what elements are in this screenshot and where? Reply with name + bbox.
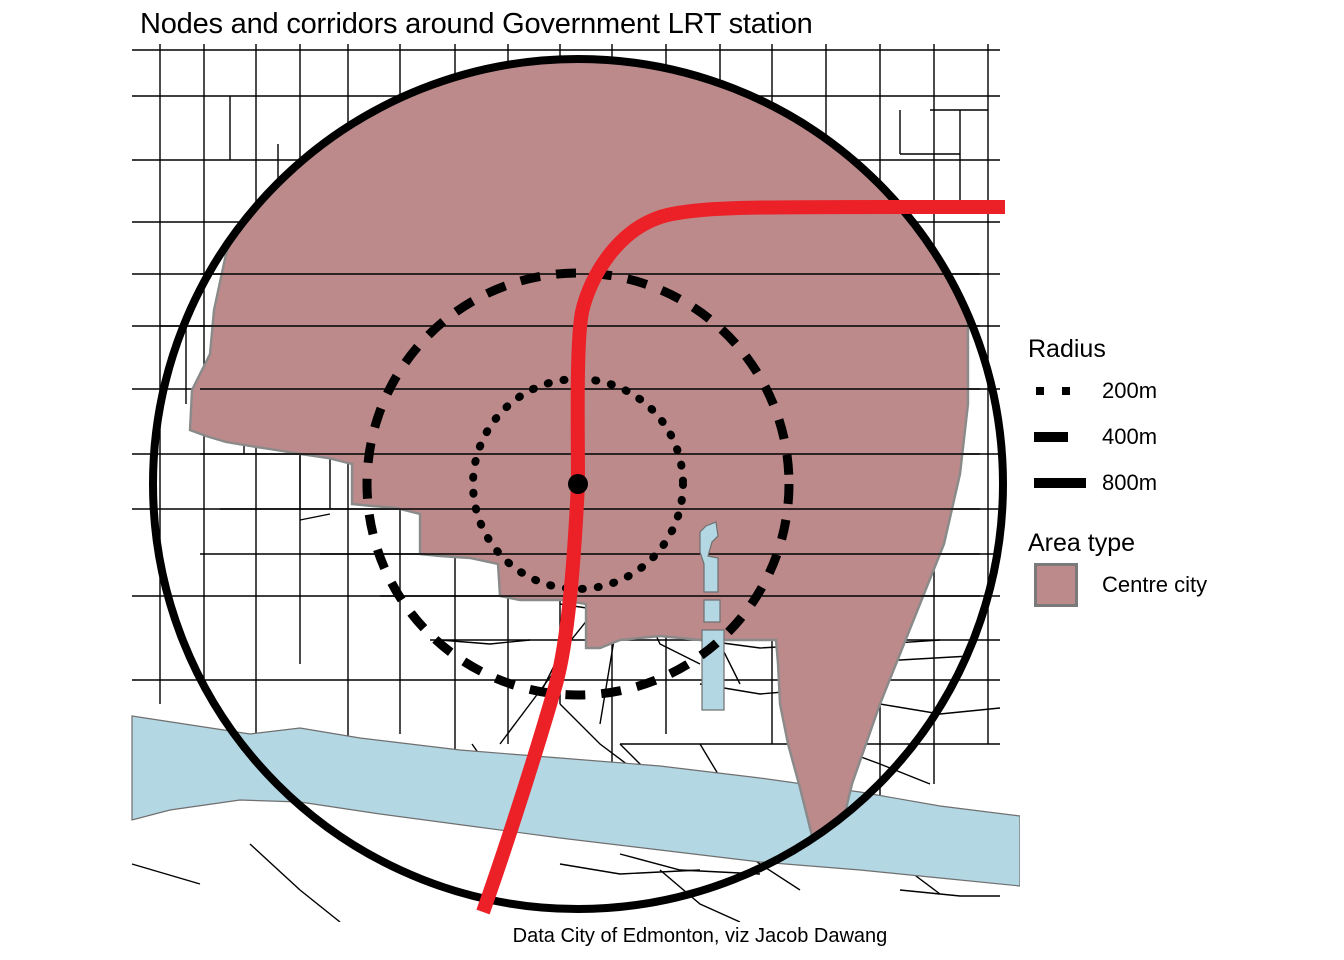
solid-line-icon	[1028, 460, 1092, 506]
map-svg	[0, 44, 1020, 922]
station-node-marker[interactable]	[568, 474, 588, 494]
legend-label-400m: 400m	[1102, 424, 1158, 449]
lrt-corridor[interactable]	[476, 199, 1006, 915]
legend-title-radius: Radius	[1028, 335, 1106, 363]
legend-item-400m[interactable]: 400m	[1028, 414, 1344, 460]
area-swatch-icon	[1028, 562, 1092, 608]
map-canvas[interactable]	[0, 44, 1020, 922]
dashed-line-icon	[1028, 414, 1092, 460]
legend-item-200m[interactable]: 200m	[1028, 368, 1344, 414]
legend-label-centre-city: Centre city	[1102, 572, 1208, 597]
legend-label-800m: 800m	[1102, 470, 1158, 495]
dotted-line-icon	[1028, 368, 1092, 414]
legend: Radius 200m 400m 800m Area type Ce	[1028, 334, 1344, 608]
legend-label-200m: 200m	[1102, 378, 1158, 403]
radius-ring-800m	[149, 55, 1007, 913]
page-title: Nodes and corridors around Government LR…	[140, 8, 813, 40]
legend-item-800m[interactable]: 800m	[1028, 460, 1344, 506]
legend-spacer	[1028, 506, 1344, 528]
legend-item-centre-city[interactable]: Centre city	[1028, 562, 1344, 608]
figure-caption: Data City of Edmonton, viz Jacob Dawang	[512, 925, 888, 947]
legend-title-area-type: Area type	[1028, 529, 1136, 557]
radius-ring-400m	[362, 268, 794, 700]
